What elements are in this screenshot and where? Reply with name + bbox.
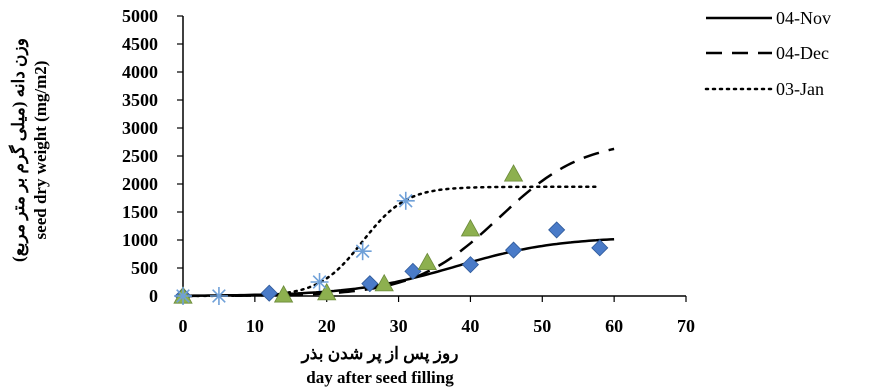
x-tick-label: 70 xyxy=(677,316,695,336)
data-point-04-nov xyxy=(361,275,379,293)
data-point-04-nov xyxy=(461,256,479,274)
data-point-03-jan xyxy=(209,287,228,305)
axes xyxy=(182,16,686,297)
y-tick-label: 3500 xyxy=(122,90,158,110)
y-tick-label: 4000 xyxy=(122,62,158,82)
data-point-04-dec xyxy=(503,164,524,182)
legend-label-03-jan: 03-Jan xyxy=(776,79,824,99)
x-tick-label: 0 xyxy=(179,316,188,336)
data-point-04-dec xyxy=(374,273,394,292)
y-tick-label: 2500 xyxy=(122,146,158,166)
legend-label-04-dec: 04-Dec xyxy=(776,43,829,63)
x-tick-label: 60 xyxy=(605,316,623,336)
y-axis-ticks: 0 500 1000 1500 2000 2500 3000 3500 4000 4500 5000 xyxy=(122,6,183,306)
fit-curves xyxy=(181,147,615,298)
fit-curve-04-dec xyxy=(183,147,615,298)
data-point-04-nov xyxy=(404,262,422,280)
fit-curve-04-nov xyxy=(183,237,615,297)
data-point-04-dec xyxy=(273,285,294,303)
x-tick-label: 20 xyxy=(318,316,336,336)
data-point-04-nov xyxy=(591,239,609,257)
y-tick-label: 3000 xyxy=(122,118,158,138)
x-tick-label: 50 xyxy=(533,316,551,336)
y-axis-label-fa: وزن دانه (میلی گرم بر متر مربع) xyxy=(8,38,29,262)
data-point-03-jan xyxy=(396,191,415,210)
x-axis-ticks: 0 10 20 30 40 50 60 70 xyxy=(179,296,695,336)
data-markers xyxy=(173,164,609,305)
y-tick-label: 500 xyxy=(131,258,158,278)
y-tick-label: 0 xyxy=(149,286,158,306)
x-tick-label: 30 xyxy=(390,316,408,336)
legend: 04-Nov 04-Dec 03-Jan xyxy=(704,8,831,99)
data-point-04-nov xyxy=(548,221,566,239)
x-tick-label: 10 xyxy=(246,316,264,336)
data-point-04-nov xyxy=(504,241,523,259)
data-point-03-jan xyxy=(174,287,192,305)
data-point-04-dec xyxy=(460,218,481,237)
data-point-04-dec xyxy=(417,252,437,271)
x-axis-label-fa: روز پس از پر شدن بذر xyxy=(300,344,459,364)
data-point-03-jan xyxy=(310,273,329,291)
y-tick-label: 4500 xyxy=(122,34,158,54)
y-tick-label: 1500 xyxy=(122,202,158,222)
x-tick-label: 40 xyxy=(461,316,479,336)
fit-curve-03-jan xyxy=(181,185,602,298)
y-axis-label: seed dry weight (mg/m2) xyxy=(31,61,50,240)
y-tick-label: 1000 xyxy=(122,230,158,250)
legend-label-04-nov: 04-Nov xyxy=(776,8,831,28)
data-point-03-jan xyxy=(353,242,372,261)
y-tick-label: 5000 xyxy=(122,6,158,26)
x-axis-label: day after seed filling xyxy=(306,368,454,387)
y-tick-label: 2000 xyxy=(122,174,158,194)
data-point-04-dec xyxy=(317,282,337,301)
data-point-04-nov xyxy=(260,284,278,302)
